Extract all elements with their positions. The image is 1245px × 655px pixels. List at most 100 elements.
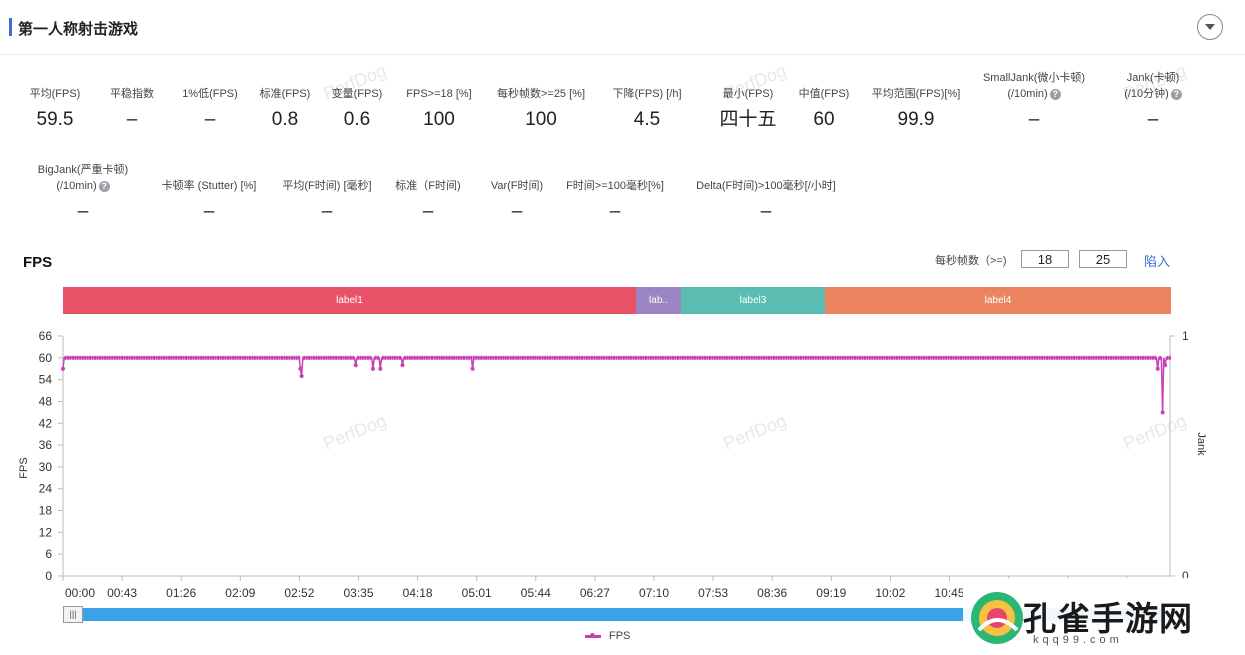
fps-point bbox=[111, 355, 114, 360]
fps-point bbox=[844, 355, 847, 360]
fps-point bbox=[1082, 355, 1085, 360]
fps-point bbox=[192, 355, 195, 360]
fps-point bbox=[630, 355, 633, 360]
fps-point bbox=[846, 355, 849, 360]
label-segment-3[interactable]: label3 bbox=[681, 287, 825, 314]
fps-point bbox=[276, 355, 279, 360]
fps-point bbox=[982, 355, 985, 360]
fps-point bbox=[79, 355, 82, 360]
label-segment-2[interactable]: lab.. bbox=[636, 287, 681, 314]
y-tick-label: 66 bbox=[39, 329, 53, 343]
fps-point bbox=[101, 355, 104, 360]
fps-point bbox=[431, 355, 433, 360]
fps-point bbox=[342, 355, 345, 360]
fps-point bbox=[246, 355, 249, 360]
fps-point bbox=[1026, 355, 1029, 360]
fps-point bbox=[290, 355, 293, 360]
fps-dip-point bbox=[400, 363, 405, 368]
fps-point bbox=[797, 355, 800, 360]
fps-point bbox=[263, 355, 266, 360]
fps-point bbox=[357, 355, 360, 360]
fps-point bbox=[923, 355, 925, 360]
fps-point bbox=[654, 355, 657, 360]
fps-point bbox=[677, 355, 679, 360]
fps-point bbox=[991, 355, 994, 360]
metric-card: 1%低(FPS) – bbox=[135, 86, 285, 132]
fps-point bbox=[895, 355, 898, 360]
fps-chart-title: FPS bbox=[23, 254, 53, 271]
fps-point bbox=[465, 355, 468, 360]
fps-point bbox=[536, 355, 539, 360]
fps-point bbox=[258, 355, 261, 360]
fps-point bbox=[667, 355, 670, 360]
fps-point bbox=[957, 355, 960, 360]
fps-point bbox=[883, 355, 886, 360]
metric-label-unit: (/10min)? bbox=[8, 178, 158, 194]
y-tick-label: 30 bbox=[39, 460, 53, 474]
fps-point bbox=[861, 355, 864, 360]
fps-point bbox=[910, 355, 913, 360]
label-segment-4[interactable]: label4 bbox=[825, 287, 1171, 314]
fps-point bbox=[162, 355, 165, 360]
chart-legend[interactable]: FPS bbox=[585, 630, 630, 642]
fps-point bbox=[610, 355, 613, 360]
range-handle-left[interactable]: ||| bbox=[63, 606, 83, 623]
fps-point bbox=[344, 355, 347, 360]
fps-point bbox=[529, 355, 532, 360]
fps-point bbox=[472, 355, 475, 360]
fps-point bbox=[947, 355, 950, 360]
fps-threshold-input-2[interactable] bbox=[1079, 250, 1127, 268]
fps-point bbox=[1154, 355, 1157, 360]
fps-point bbox=[248, 355, 251, 360]
help-icon[interactable]: ? bbox=[1170, 88, 1182, 100]
fps-point bbox=[256, 355, 259, 360]
fps-point bbox=[632, 355, 635, 360]
fps-point bbox=[335, 355, 338, 360]
y2-axis-label: Jank bbox=[1195, 432, 1207, 456]
metric-card: 平均范围(FPS)[%] 99.9 bbox=[841, 86, 991, 132]
fps-point bbox=[312, 355, 315, 360]
metric-card: 每秒帧数>=25 [%] 100 bbox=[466, 86, 616, 132]
import-link[interactable]: 陷入 bbox=[1144, 254, 1171, 269]
fps-point bbox=[199, 355, 202, 360]
y2-tick-label: 1 bbox=[1182, 329, 1189, 343]
metric-value: – bbox=[77, 201, 89, 222]
fps-point bbox=[381, 355, 384, 360]
collapse-button[interactable] bbox=[1197, 14, 1223, 40]
metric-label: Var(F时间) bbox=[490, 180, 544, 192]
fps-point bbox=[918, 355, 921, 360]
fps-point bbox=[337, 355, 340, 360]
y-tick-label: 48 bbox=[39, 394, 53, 408]
fps-point bbox=[526, 355, 529, 360]
fps-point bbox=[155, 355, 158, 360]
fps-point bbox=[935, 355, 938, 360]
fps-point bbox=[1004, 355, 1007, 360]
fps-point bbox=[123, 355, 126, 360]
fps-point bbox=[888, 355, 891, 360]
fps-point bbox=[763, 355, 766, 360]
help-icon[interactable]: ? bbox=[1049, 88, 1061, 100]
fps-point bbox=[389, 355, 392, 360]
fps-point bbox=[740, 355, 743, 360]
help-icon[interactable]: ? bbox=[98, 180, 110, 192]
fps-point bbox=[487, 355, 490, 360]
fps-point bbox=[1050, 355, 1053, 360]
y-tick-label: 60 bbox=[39, 351, 53, 365]
fps-point bbox=[822, 355, 825, 360]
fps-threshold-input-1[interactable] bbox=[1021, 250, 1069, 268]
fps-point bbox=[224, 355, 227, 360]
fps-point bbox=[605, 355, 608, 360]
label-segment-1[interactable]: label1 bbox=[63, 287, 636, 314]
fps-point bbox=[204, 355, 207, 360]
fps-point bbox=[1068, 355, 1071, 360]
fps-point bbox=[531, 355, 534, 360]
fps-point bbox=[239, 355, 242, 360]
fps-point bbox=[244, 355, 247, 360]
time-range-slider[interactable] bbox=[63, 608, 1170, 621]
brand-name: 孔雀手游网 bbox=[1023, 599, 1193, 638]
fps-point bbox=[686, 355, 689, 360]
fps-point bbox=[180, 355, 183, 360]
fps-point bbox=[121, 355, 124, 360]
fps-point bbox=[1132, 355, 1135, 360]
fps-point bbox=[994, 355, 997, 360]
